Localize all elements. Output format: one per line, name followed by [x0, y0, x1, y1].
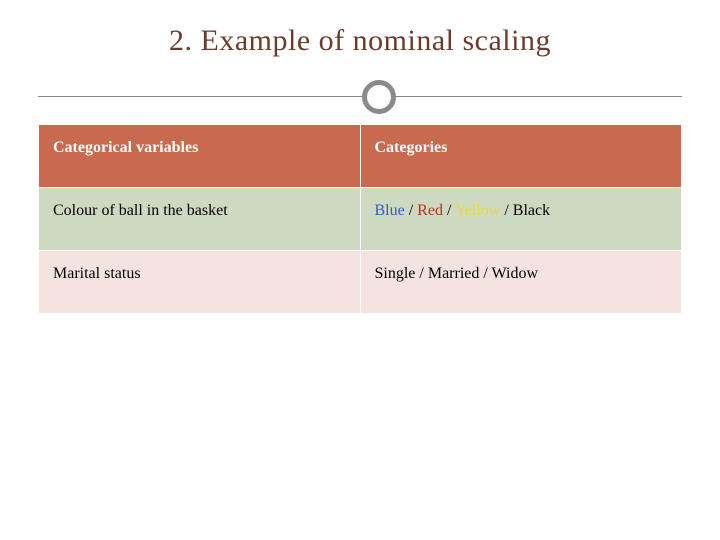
category-separator: /: [419, 265, 423, 282]
cell-variable: Colour of ball in the basket: [39, 188, 361, 251]
col-header-variables: Categorical variables: [39, 125, 361, 188]
cell-categories: Single / Married / Widow: [360, 251, 682, 314]
category-item: Married: [428, 265, 480, 282]
category-separator: /: [447, 202, 451, 219]
category-item: Widow: [492, 265, 538, 282]
category-item: Red: [417, 202, 443, 219]
slide-divider: [38, 80, 682, 114]
category-separator: /: [504, 202, 508, 219]
slide: 2. Example of nominal scaling Categorica…: [0, 0, 720, 540]
table-row: Colour of ball in the basket Blue / Red …: [39, 188, 682, 251]
category-item: Yellow: [455, 202, 501, 219]
category-item: Blue: [375, 202, 405, 219]
table-row: Marital status Single / Married / Widow: [39, 251, 682, 314]
table-header-row: Categorical variables Categories: [39, 125, 682, 188]
category-separator: /: [483, 265, 487, 282]
divider-circle-icon: [362, 80, 396, 114]
nominal-scaling-table: Categorical variables Categories Colour …: [38, 124, 682, 314]
divider-line: [38, 96, 682, 97]
slide-title: 2. Example of nominal scaling: [38, 24, 682, 58]
category-separator: /: [409, 202, 413, 219]
col-header-categories: Categories: [360, 125, 682, 188]
cell-variable: Marital status: [39, 251, 361, 314]
category-item: Single: [375, 265, 416, 282]
cell-categories: Blue / Red / Yellow / Black: [360, 188, 682, 251]
category-item: Black: [513, 202, 550, 219]
